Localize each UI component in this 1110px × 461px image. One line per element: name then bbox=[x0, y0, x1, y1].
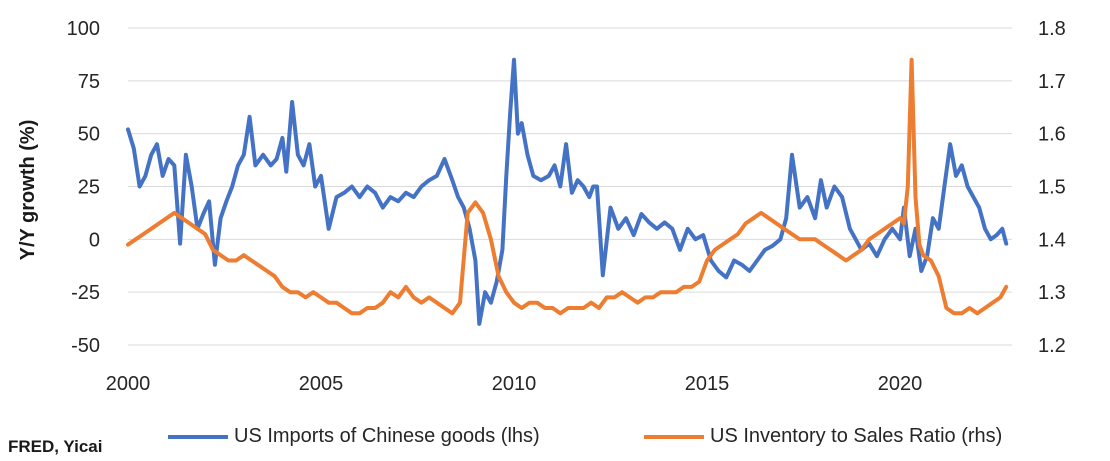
imports-series-line bbox=[126, 57, 1009, 326]
inventory-series-line bbox=[126, 57, 1009, 316]
right-axis-ticks: 1.8 1.7 1.6 1.5 1.4 1.3 1.2 bbox=[1038, 18, 1066, 357]
gridlines bbox=[128, 27, 1012, 346]
right-tick-label: 1.3 bbox=[1038, 282, 1066, 304]
right-tick-label: 1.5 bbox=[1038, 177, 1066, 199]
left-tick-label: 100 bbox=[67, 18, 100, 40]
left-tick-label: -25 bbox=[71, 282, 100, 304]
series-lines bbox=[126, 57, 1009, 326]
legend-item-inventory: US Inventory to Sales Ratio (rhs) bbox=[644, 425, 1002, 448]
x-axis-ticks: 2000 2005 2010 2015 2020 bbox=[106, 373, 923, 395]
left-axis-label: Y/Y growth (%) bbox=[17, 120, 39, 261]
x-tick-label: 2000 bbox=[106, 373, 151, 395]
x-tick-label: 2015 bbox=[685, 373, 730, 395]
right-tick-label: 1.7 bbox=[1038, 71, 1066, 93]
left-tick-label: -50 bbox=[71, 335, 100, 357]
legend-swatch-inventory bbox=[644, 434, 704, 439]
right-tick-label: 1.8 bbox=[1038, 18, 1066, 40]
left-axis-ticks: 100 75 50 25 0 -25 -50 bbox=[67, 18, 100, 357]
legend-label-imports: US Imports of Chinese goods (lhs) bbox=[234, 425, 540, 447]
x-tick-label: 2020 bbox=[878, 373, 923, 395]
legend-item-imports: US Imports of Chinese goods (lhs) bbox=[168, 425, 540, 448]
left-tick-label: 25 bbox=[78, 177, 100, 199]
source-label: FRED, Yicai bbox=[8, 437, 103, 456]
legend-label-inventory: US Inventory to Sales Ratio (rhs) bbox=[710, 425, 1003, 447]
chart-area: 100 75 50 25 0 -25 -50 1.8 1.7 1.6 1.5 1.4 1.3 1.2 2… bbox=[17, 18, 1066, 395]
legend: FRED, Yicai US Imports of Chinese goods … bbox=[0, 425, 1110, 461]
legend-swatch-imports bbox=[168, 434, 228, 439]
right-tick-label: 1.4 bbox=[1038, 229, 1066, 251]
left-tick-label: 0 bbox=[89, 229, 100, 251]
left-tick-label: 50 bbox=[78, 124, 100, 146]
right-tick-label: 1.6 bbox=[1038, 124, 1066, 146]
x-tick-label: 2005 bbox=[299, 373, 344, 395]
left-tick-label: 75 bbox=[78, 71, 100, 93]
x-tick-label: 2010 bbox=[492, 373, 537, 395]
right-tick-label: 1.2 bbox=[1038, 335, 1066, 357]
